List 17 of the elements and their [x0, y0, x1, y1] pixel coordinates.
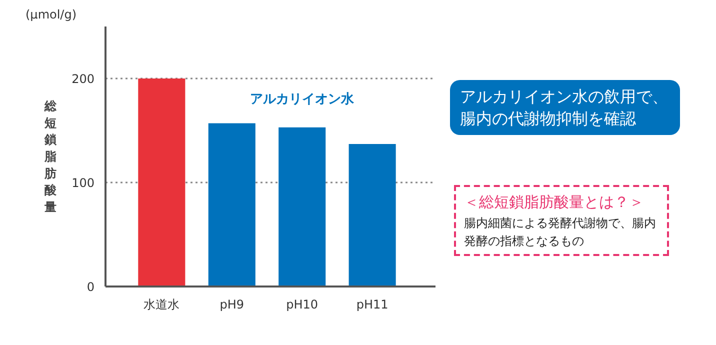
y-tick-label: 0 [86, 280, 95, 294]
text: ＜総短鎖脂肪酸量とは？＞ [464, 192, 645, 214]
text: アルカリイオン水の飲用で、腸内の代謝物抑制を確認 [460, 86, 669, 130]
y-axis-title: 総短鎖脂肪酸量 [44, 99, 58, 214]
bar [138, 78, 186, 286]
y-tick-label: 200 [72, 72, 94, 86]
bar [348, 144, 396, 286]
x-tick-label: 水道水 [144, 298, 180, 312]
bar [278, 127, 326, 286]
annotation: アルカリイオン水 [250, 92, 356, 107]
text: 腸内細菌による発酵代謝物で、腸内発酵の指標となるもの [464, 214, 657, 250]
x-tick-label: pH10 [286, 298, 318, 312]
text: (μmol/g) [26, 8, 77, 22]
bar [208, 123, 256, 286]
x-tick-label: pH9 [220, 298, 244, 312]
y-tick-label: 100 [72, 176, 94, 190]
x-tick-label: pH11 [356, 298, 388, 312]
